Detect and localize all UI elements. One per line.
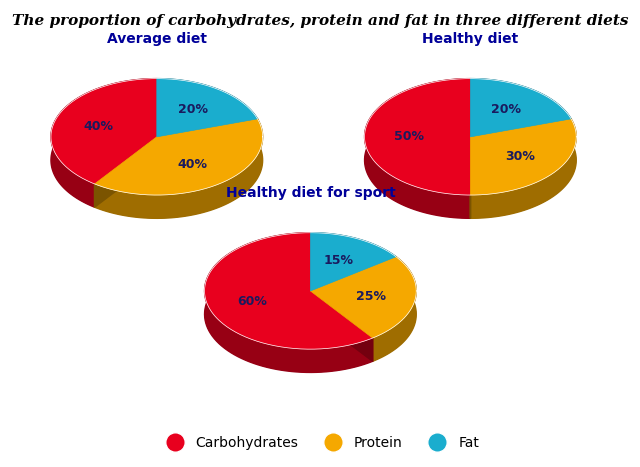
- Polygon shape: [310, 257, 396, 314]
- Text: 30%: 30%: [505, 150, 535, 163]
- Title: Healthy diet for sport: Healthy diet for sport: [225, 186, 396, 200]
- Text: 15%: 15%: [323, 255, 353, 267]
- Polygon shape: [157, 78, 257, 142]
- Title: Healthy diet: Healthy diet: [422, 32, 518, 46]
- Polygon shape: [470, 78, 571, 142]
- Polygon shape: [470, 119, 576, 219]
- Ellipse shape: [365, 102, 576, 219]
- Ellipse shape: [205, 256, 416, 373]
- Legend: Carbohydrates, Protein, Fat: Carbohydrates, Protein, Fat: [156, 430, 484, 455]
- Polygon shape: [157, 78, 257, 137]
- Polygon shape: [310, 233, 396, 291]
- Polygon shape: [95, 137, 157, 207]
- Polygon shape: [205, 233, 372, 373]
- Text: 20%: 20%: [178, 103, 208, 116]
- Polygon shape: [365, 78, 470, 195]
- Polygon shape: [95, 137, 157, 207]
- Polygon shape: [470, 119, 571, 160]
- Text: 50%: 50%: [394, 130, 424, 143]
- Polygon shape: [51, 78, 157, 207]
- Text: The proportion of carbohydrates, protein and fat in three different diets: The proportion of carbohydrates, protein…: [12, 14, 628, 28]
- Ellipse shape: [51, 102, 262, 219]
- Text: 25%: 25%: [356, 290, 386, 303]
- Polygon shape: [310, 257, 416, 338]
- Polygon shape: [310, 233, 396, 280]
- Polygon shape: [95, 119, 262, 195]
- Polygon shape: [365, 78, 470, 219]
- Polygon shape: [310, 257, 396, 314]
- Polygon shape: [310, 291, 372, 361]
- Polygon shape: [157, 119, 257, 160]
- Polygon shape: [51, 78, 157, 184]
- Title: Average diet: Average diet: [107, 32, 207, 46]
- Text: 40%: 40%: [83, 120, 113, 133]
- Polygon shape: [470, 119, 576, 195]
- Polygon shape: [470, 78, 571, 137]
- Text: 40%: 40%: [178, 158, 208, 170]
- Polygon shape: [470, 119, 571, 160]
- Text: 20%: 20%: [492, 103, 522, 116]
- Polygon shape: [157, 119, 257, 160]
- Polygon shape: [372, 257, 416, 361]
- Text: 60%: 60%: [237, 295, 267, 308]
- Polygon shape: [205, 233, 372, 349]
- Polygon shape: [95, 119, 262, 219]
- Polygon shape: [310, 291, 372, 361]
